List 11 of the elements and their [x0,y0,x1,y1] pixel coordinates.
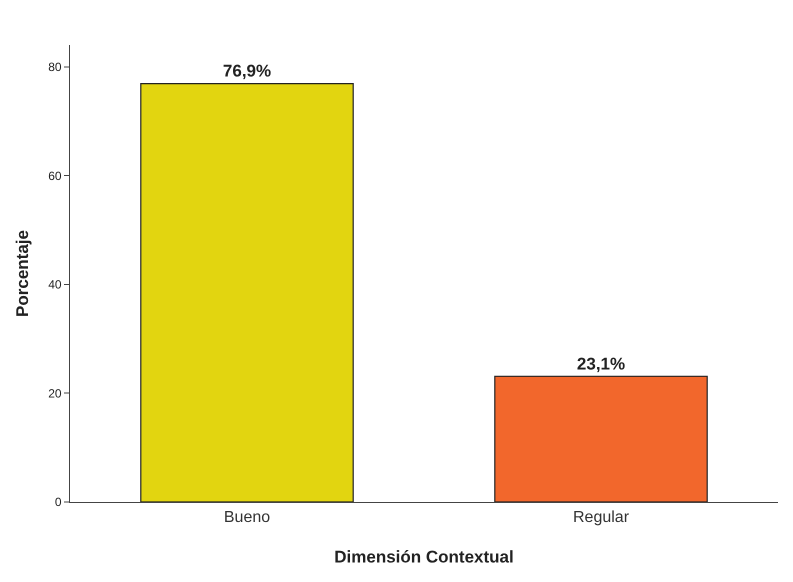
y-tick-label: 0 [54,495,62,510]
y-tick-label: 60 [48,168,62,183]
data-label: 76,9% [222,62,272,81]
x-tick-label: Regular [572,509,630,526]
y-tick-label: 40 [48,278,62,292]
y-tick-label: 80 [48,60,62,74]
data-label: 23,1% [576,354,626,374]
y-axis-title: Porcentaje [12,230,32,317]
x-axis-title: Dimensión Contextual [334,548,514,567]
x-tick-label: Bueno [224,509,270,526]
y-tick-label: 20 [48,386,62,400]
